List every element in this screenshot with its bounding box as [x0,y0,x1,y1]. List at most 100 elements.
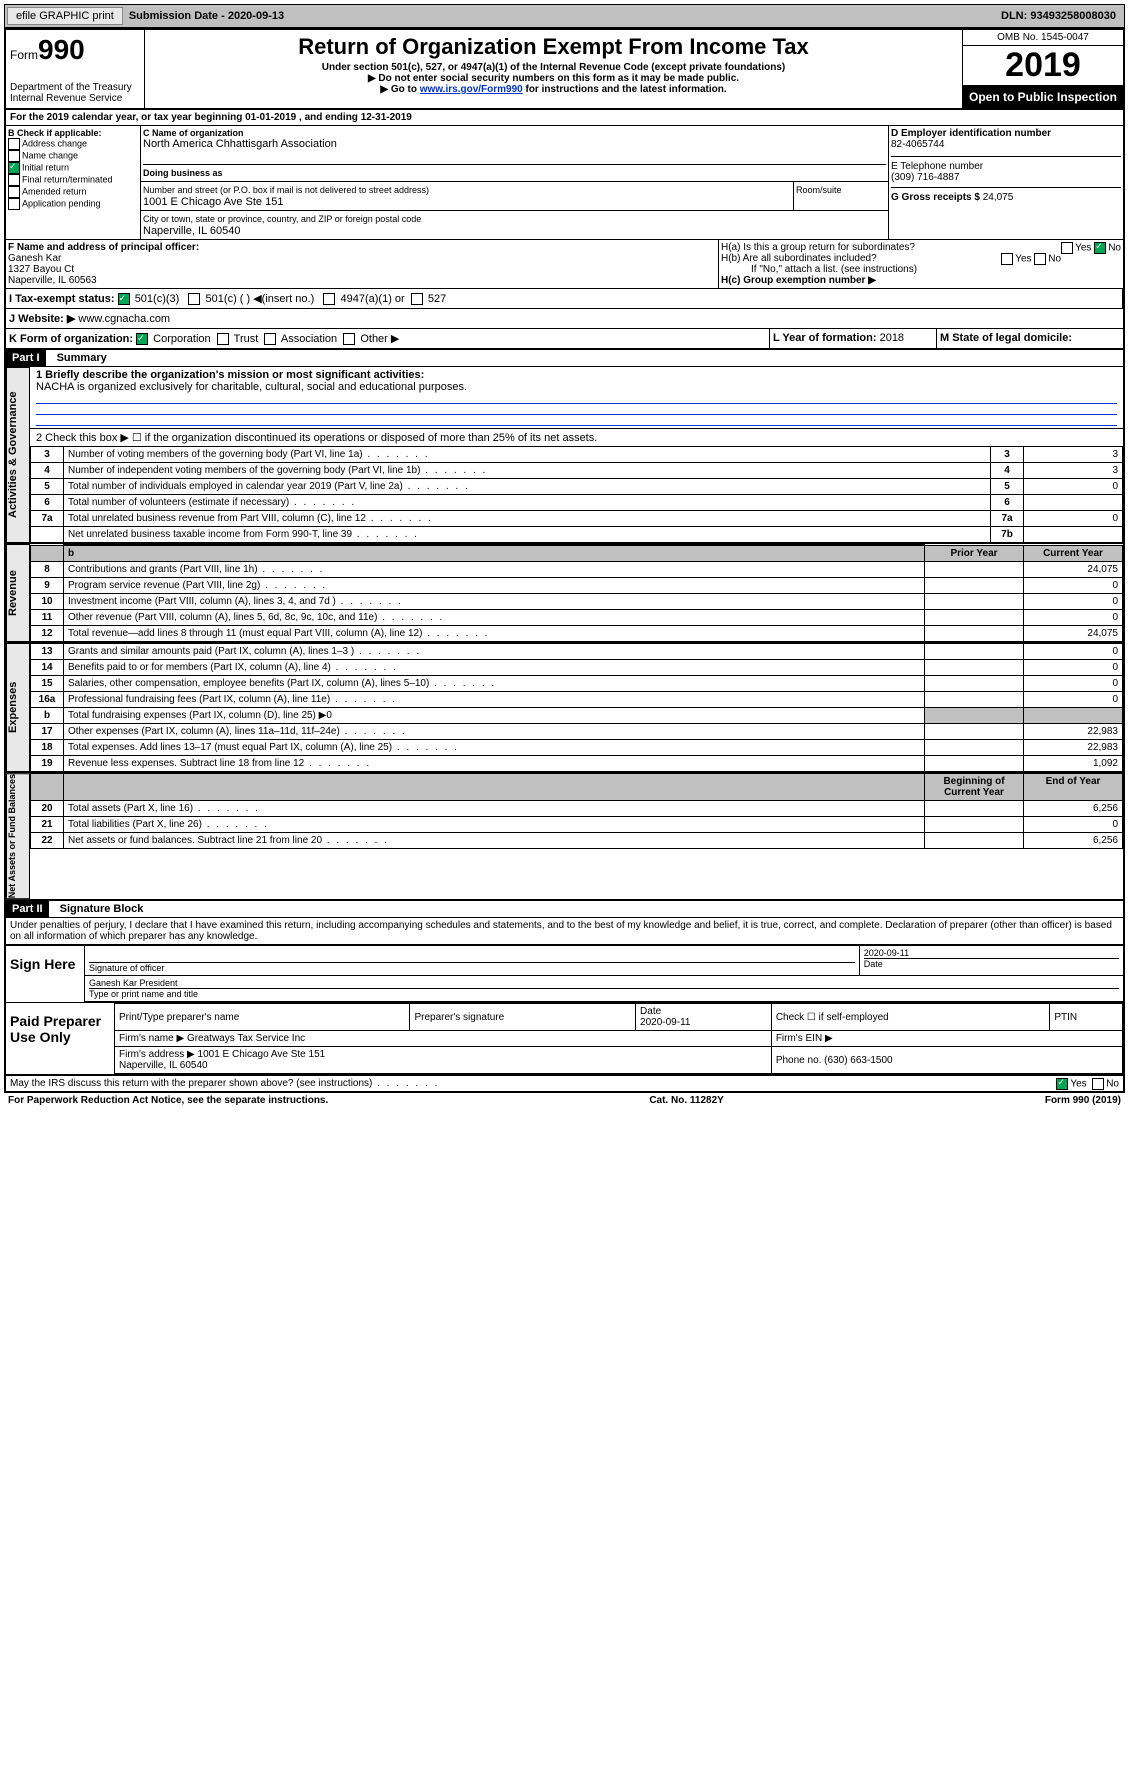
officer-addr: 1327 Bayou Ct Naperville, IL 60563 [8,264,716,286]
part2-title: Signature Block [52,903,144,915]
prep-ptin: PTIN [1050,1004,1123,1031]
form-container: Form990 Department of the Treasury Inter… [4,28,1125,1093]
submission-label: Submission Date - 2020-09-13 [129,10,284,22]
cb-trust[interactable] [217,333,229,345]
cb-501c3[interactable] [118,293,130,305]
q1-label: 1 Briefly describe the organization's mi… [36,369,1117,381]
ein-value: 82-4065744 [891,139,1121,150]
domicile-label: M State of legal domicile: [940,332,1072,344]
cb-name-change[interactable]: Name change [8,150,138,162]
hdr-current: Current Year [1024,545,1123,562]
phone-label: E Telephone number [891,161,1121,172]
irs-link[interactable]: www.irs.gov/Form990 [420,84,523,95]
discuss-no[interactable] [1092,1078,1104,1090]
table-net: Beginning of Current YearEnd of Year 20 … [30,773,1123,849]
row-k: K Form of organization: Corporation Trus… [6,329,770,348]
cb-app-pending[interactable]: Application pending [8,198,138,210]
discuss-row: May the IRS discuss this return with the… [6,1076,1123,1091]
tax-status-label: I Tax-exempt status: [9,293,115,305]
room-label: Room/suite [796,185,842,195]
form-org-label: K Form of organization: [9,333,133,345]
hdr-prior: Prior Year [925,545,1024,562]
perjury-declaration: Under penalties of perjury, I declare th… [6,918,1123,944]
sig-officer-label: Signature of officer [89,962,855,973]
h-a-label: H(a) Is this a group return for subordin… [721,242,915,253]
top-toolbar: efile GRAPHIC print Submission Date - 20… [4,4,1125,28]
open-public-badge: Open to Public Inspection [963,86,1123,108]
hb-no[interactable] [1034,253,1046,265]
prep-date: Date 2020-09-11 [636,1004,772,1031]
vert-revenue: Revenue [6,544,30,642]
box-c-label: C Name of organization [143,128,886,138]
cb-amended[interactable]: Amended return [8,186,138,198]
preparer-label: Paid Preparer Use Only [6,1003,114,1074]
h-c-label: H(c) Group exemption number ▶ [721,275,1121,286]
footer-mid: Cat. No. 11282Y [649,1095,723,1106]
cb-other[interactable] [343,333,355,345]
sig-date: 2020-09-11 [864,948,1119,958]
firm-phone: Phone no. (630) 663-1500 [771,1047,1122,1074]
vert-activities: Activities & Governance [6,367,30,543]
omb-number: OMB No. 1545-0047 [963,30,1123,46]
website-label: J Website: ▶ [9,313,75,325]
part1-header: Part I [6,350,46,366]
sig-name: Ganesh Kar President [89,978,1119,988]
form-subtitle-1: Under section 501(c), 527, or 4947(a)(1)… [147,62,960,73]
hdr-begin: Beginning of Current Year [925,774,1024,801]
discuss-yes[interactable] [1056,1078,1068,1090]
table-activities: 3 Number of voting members of the govern… [30,446,1123,543]
gross-label: G Gross receipts $ [891,192,980,203]
footer-left: For Paperwork Reduction Act Notice, see … [8,1095,328,1106]
cb-527[interactable] [411,293,423,305]
phone-value: (309) 716-4887 [891,172,1121,183]
gross-value: 24,075 [983,192,1014,203]
addr-label: Number and street (or P.O. box if mail i… [143,185,429,195]
ha-yes[interactable] [1061,242,1073,254]
h-note: If "No," attach a list. (see instruction… [721,264,1121,275]
ha-no[interactable] [1094,242,1106,254]
cb-501c[interactable] [188,293,200,305]
cb-address-change[interactable]: Address change [8,138,138,150]
city-label: City or town, state or province, country… [143,214,421,224]
vert-expenses: Expenses [6,643,30,772]
part2-header: Part II [6,901,49,917]
cb-initial-return[interactable]: Initial return [8,162,138,174]
prep-sig-hdr: Preparer's signature [410,1004,636,1031]
vert-net: Net Assets or Fund Balances [6,773,30,899]
form-title: Return of Organization Exempt From Incom… [147,34,960,60]
dept-label: Department of the Treasury Internal Reve… [10,82,140,104]
form-subtitle-3: ▶ Go to www.irs.gov/Form990 for instruct… [147,84,960,95]
cb-final-return[interactable]: Final return/terminated [8,174,138,186]
discuss-question: May the IRS discuss this return with the… [10,1078,439,1089]
part1-title: Summary [49,352,107,364]
cb-assoc[interactable] [264,333,276,345]
q2-label: 2 Check this box ▶ ☐ if the organization… [30,428,1123,446]
sig-name-label: Type or print name and title [89,988,1119,999]
q1-answer: NACHA is organized exclusively for chari… [36,381,1117,393]
box-b-title: B Check if applicable: [8,128,138,138]
row-m: M State of legal domicile: [937,329,1123,348]
footer: For Paperwork Reduction Act Notice, see … [4,1093,1125,1108]
table-expenses: 13 Grants and similar amounts paid (Part… [30,643,1123,772]
tax-year: 2019 [963,46,1123,86]
year-formation-label: L Year of formation: [773,332,877,344]
ein-label: D Employer identification number [891,128,1121,139]
form-990-number: 990 [38,34,85,65]
row-l: L Year of formation: 2018 [770,329,937,348]
firm-name-lbl: Firm's name ▶ [119,1033,184,1044]
firm-addr-lbl: Firm's address ▶ [119,1049,195,1060]
table-revenue: bPrior YearCurrent Year 8 Contributions … [30,544,1123,642]
hb-yes[interactable] [1001,253,1013,265]
cb-4947[interactable] [323,293,335,305]
firm-ein: Firm's EIN ▶ [771,1031,1122,1047]
cb-corp[interactable] [136,333,148,345]
row-j: J Website: ▶ www.cgnacha.com [6,309,1123,328]
website-value: www.cgnacha.com [78,313,170,325]
box-h: H(a) Is this a group return for subordin… [719,240,1123,288]
sign-here-label: Sign Here [6,946,84,1002]
row-i: I Tax-exempt status: 501(c)(3) 501(c) ( … [6,289,1123,308]
form-subtitle-2: ▶ Do not enter social security numbers o… [147,73,960,84]
year-formation-value: 2018 [880,332,904,344]
year-box: OMB No. 1545-0047 2019 Open to Public In… [962,30,1123,108]
efile-button[interactable]: efile GRAPHIC print [7,7,123,25]
